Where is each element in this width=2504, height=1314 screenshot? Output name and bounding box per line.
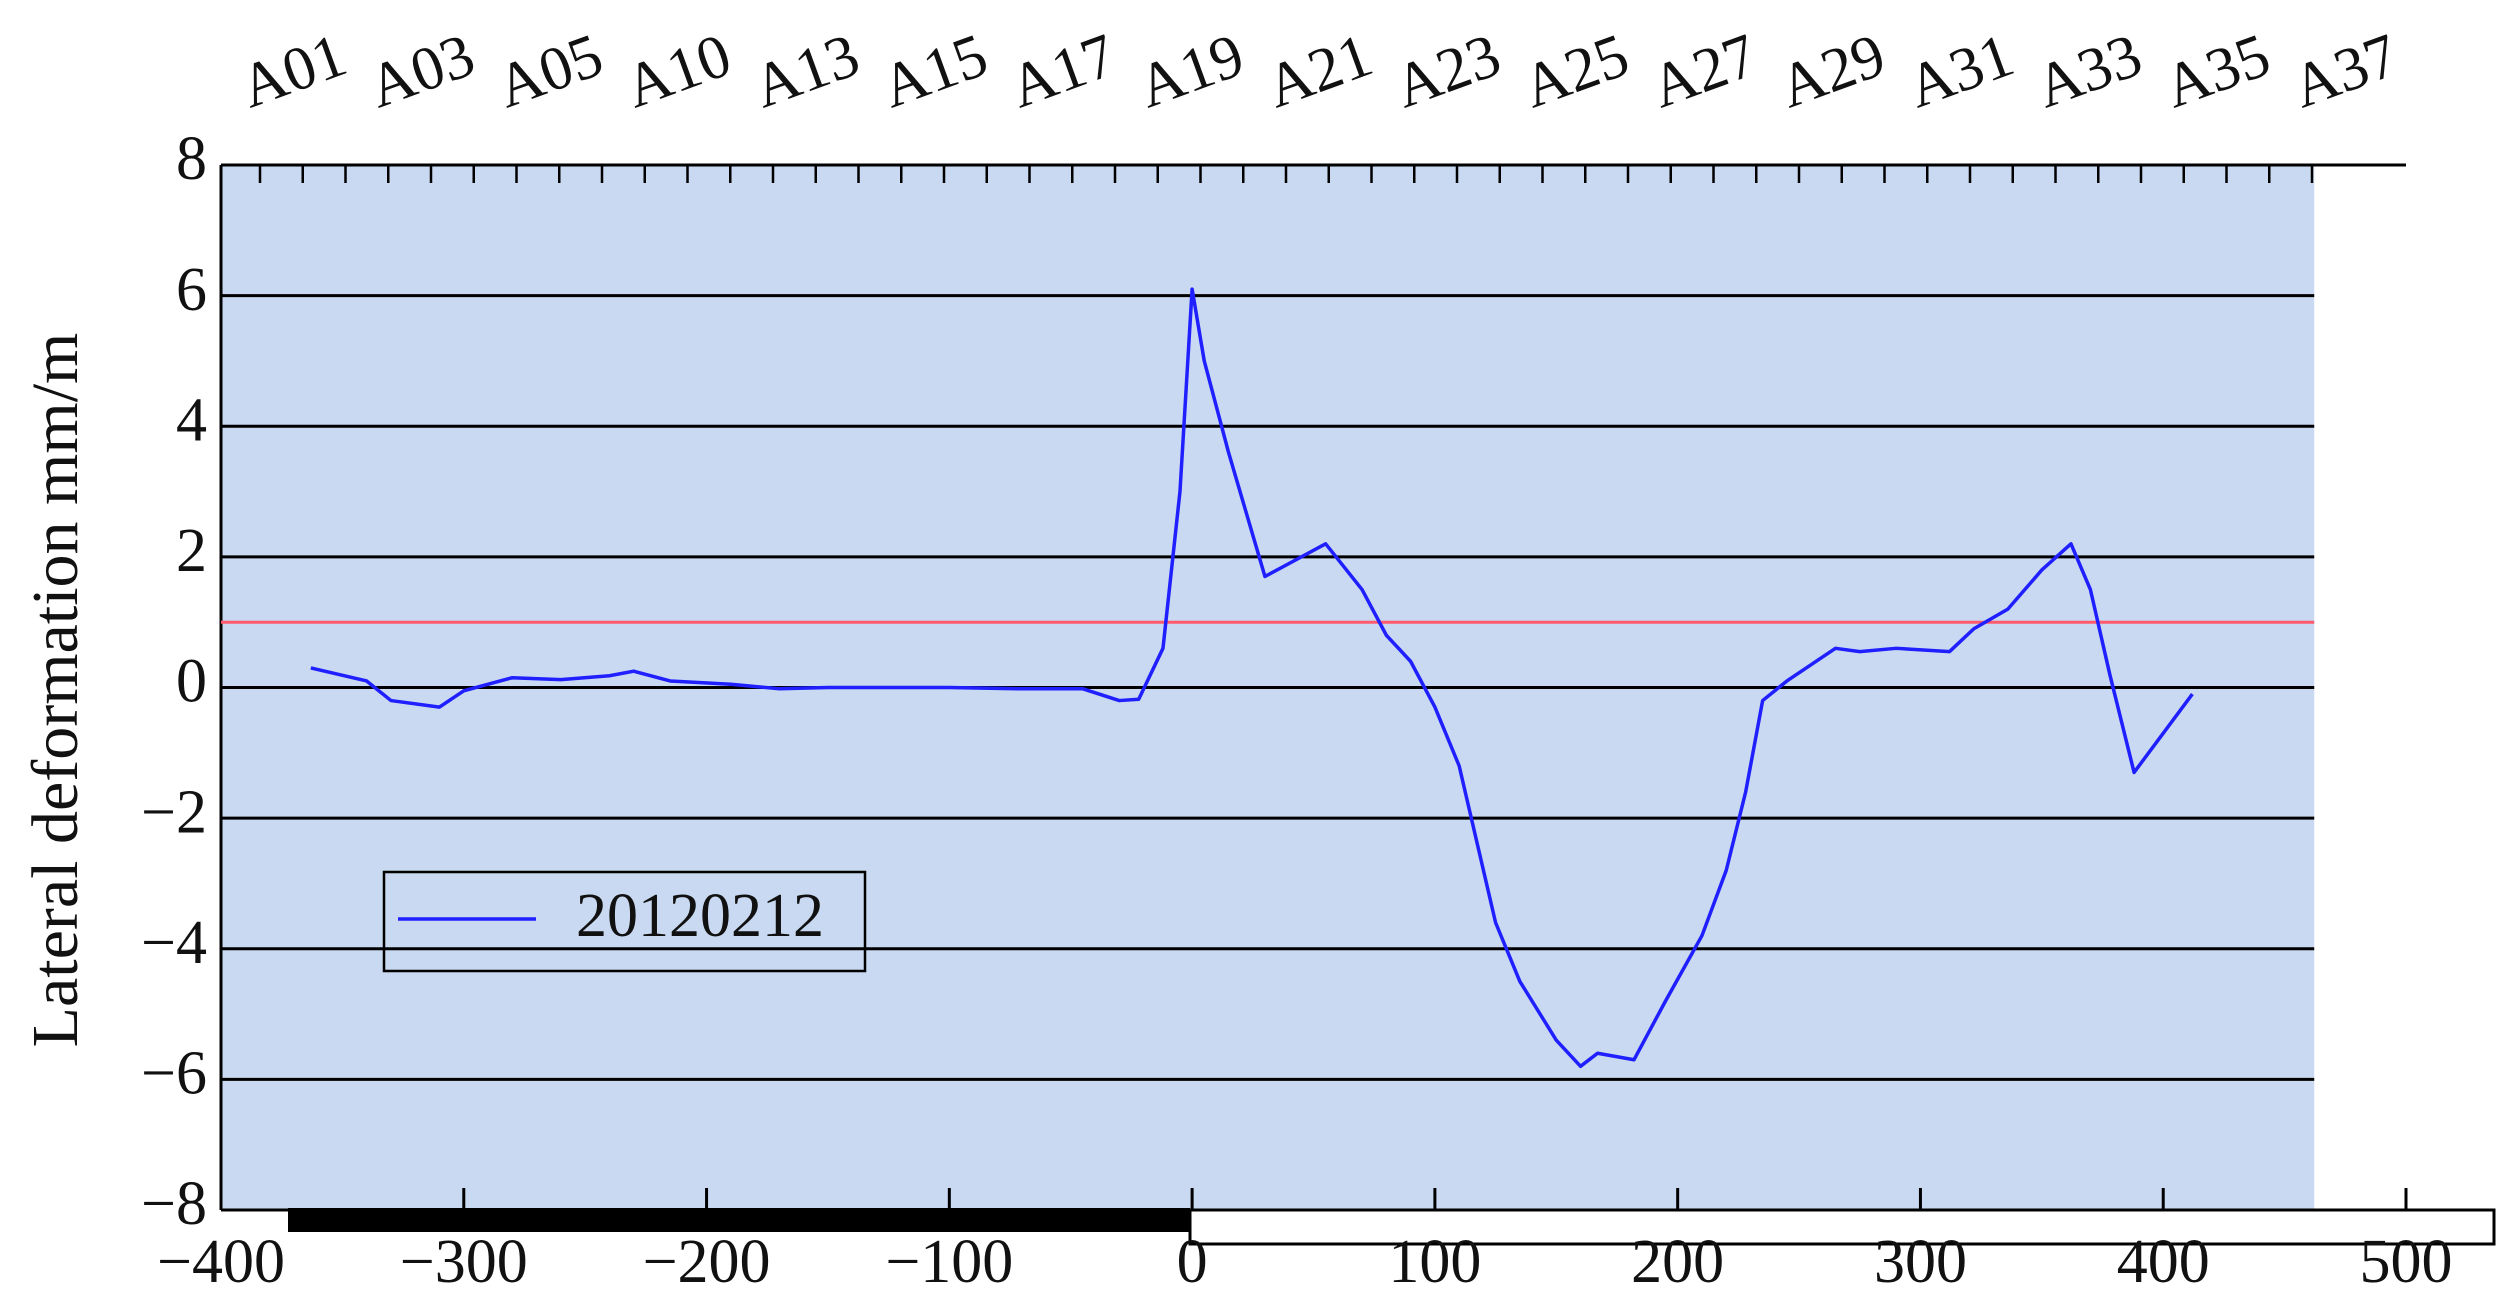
y-tick-label: 6	[176, 256, 207, 324]
x-tick-label: 400	[2117, 1228, 2210, 1296]
top-category-label: A21	[1257, 21, 1381, 121]
x-tick-label: 300	[1874, 1228, 1967, 1296]
scale-bar-white	[1188, 1208, 2496, 1246]
top-category-label: A01	[231, 21, 355, 121]
top-category-label: A19	[1129, 21, 1253, 121]
top-category-label: A25	[1514, 21, 1638, 121]
y-tick-label: 8	[176, 125, 207, 193]
x-tick-label: −400	[157, 1228, 285, 1296]
y-axis-title: Lateral deformation mm/m	[19, 333, 92, 1048]
top-category-label: A03	[360, 21, 484, 121]
x-tick-label: −200	[643, 1228, 771, 1296]
top-category-label: A10	[616, 21, 740, 121]
y-tick-label: −6	[141, 1040, 207, 1108]
top-category-label: A17	[1001, 21, 1125, 121]
x-tick-label: 200	[1631, 1228, 1724, 1296]
top-category-label: A27	[1642, 21, 1766, 121]
top-category-label: A15	[873, 21, 997, 121]
top-category-label: A29	[1770, 21, 1894, 121]
data-line	[310, 287, 2194, 1069]
y-tick-label: −4	[141, 909, 207, 977]
top-category-label: A31	[1899, 21, 2023, 121]
x-tick-label: 500	[2360, 1228, 2453, 1296]
top-category-label: A23	[1386, 21, 1510, 121]
y-tick-label: 4	[176, 386, 207, 454]
y-tick-label: −2	[141, 778, 207, 846]
top-category-label: A37	[2283, 21, 2407, 121]
top-category-label: A13	[744, 21, 868, 121]
top-category-label: A05	[488, 21, 612, 121]
legend-label: 20120212	[576, 882, 824, 950]
x-tick-label: 0	[1177, 1228, 1208, 1296]
top-category-label: A33	[2027, 21, 2151, 121]
y-tick-label: 2	[176, 517, 207, 585]
y-tick-label: 0	[176, 648, 207, 716]
x-tick-label: −300	[400, 1228, 528, 1296]
y-tick-label: −8	[141, 1170, 207, 1238]
scale-bar-black	[288, 1208, 1190, 1232]
legend-box	[382, 870, 867, 973]
x-tick-label: −100	[885, 1228, 1013, 1296]
x-tick-label: 100	[1388, 1228, 1481, 1296]
top-category-label: A35	[2155, 21, 2279, 121]
